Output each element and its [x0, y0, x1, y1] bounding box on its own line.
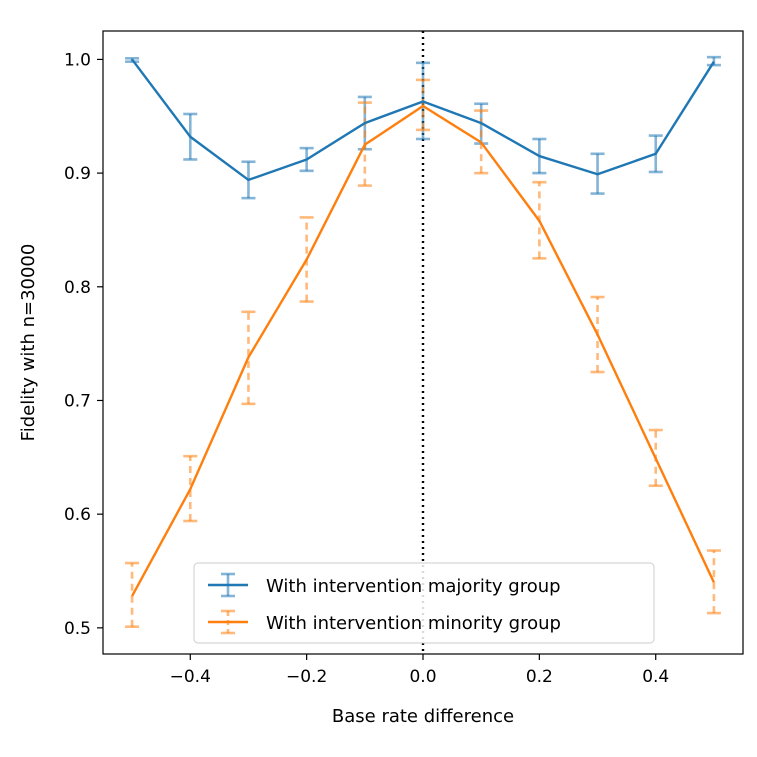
x-tick-label: 0.2 — [526, 667, 553, 687]
y-tick-label: 0.8 — [64, 278, 91, 298]
x-axis-title: Base rate difference — [332, 706, 514, 727]
legend-box — [193, 562, 655, 644]
y-axis-title: Fidelity with n=30000 — [18, 244, 39, 442]
legend: With intervention majority group With in… — [193, 562, 655, 644]
legend-label-majority: With intervention majority group — [266, 576, 561, 597]
plot-area: −0.4 −0.2 0.0 0.2 0.4 0.5 0.6 0.7 0.8 0.9 1.0 — [64, 30, 744, 687]
x-tick-label: −0.2 — [286, 667, 327, 687]
series-line-1 — [131, 104, 715, 597]
legend-entry-minority: With intervention minority group — [208, 609, 561, 635]
x-tick-label: −0.4 — [170, 667, 211, 687]
y-tick-label: 0.9 — [64, 164, 91, 184]
series-line-0 — [131, 58, 715, 182]
y-axis: 0.5 0.6 0.7 0.8 0.9 1.0 — [64, 50, 103, 639]
legend-entry-majority: With intervention majority group — [208, 572, 561, 598]
x-axis: −0.4 −0.2 0.0 0.2 0.4 — [170, 654, 669, 687]
y-tick-label: 0.7 — [64, 391, 91, 411]
legend-glyph-minority — [208, 609, 248, 635]
x-tick-label: 0.4 — [642, 667, 669, 687]
y-tick-label: 1.0 — [64, 50, 91, 70]
y-tick-label: 0.5 — [64, 619, 91, 639]
legend-label-minority: With intervention minority group — [266, 613, 561, 634]
legend-glyph-majority — [208, 572, 248, 598]
y-tick-label: 0.6 — [64, 505, 91, 525]
series-layer — [125, 55, 721, 629]
x-tick-label: 0.0 — [409, 667, 436, 687]
